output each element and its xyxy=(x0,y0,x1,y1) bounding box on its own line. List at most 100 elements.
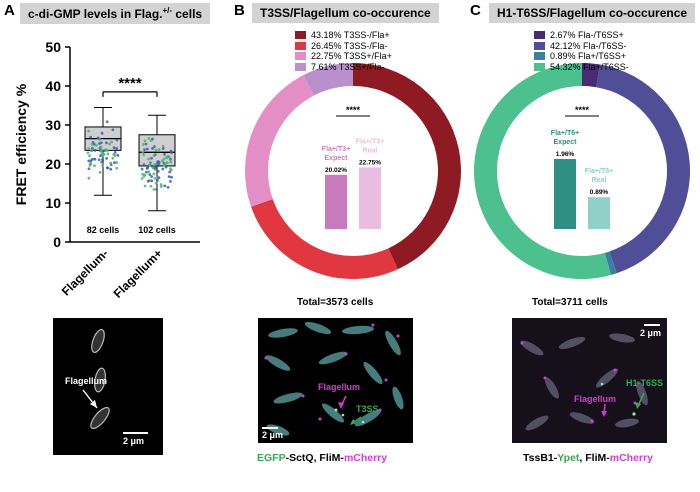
data-point xyxy=(96,136,100,140)
data-point xyxy=(143,139,147,143)
n-label: 102 cells xyxy=(138,225,176,235)
legend-item: 54.32% Fla+/T6SS- xyxy=(534,62,629,73)
inset-bar-value: 1.96% xyxy=(556,151,575,158)
data-point xyxy=(142,153,146,157)
label-t3ss: T3SS xyxy=(356,404,379,414)
data-point xyxy=(168,180,172,183)
data-point xyxy=(157,176,161,180)
data-point xyxy=(150,156,153,160)
legend-swatch xyxy=(295,31,306,40)
data-point xyxy=(94,143,98,147)
legend-item: 2.67% Fla-/T6SS+ xyxy=(534,30,629,41)
inset-bar-label: Real xyxy=(363,147,378,154)
panel-title-a: c-di-GMP levels in Flag.+/- cells xyxy=(20,3,211,24)
data-point xyxy=(99,154,102,158)
data-point xyxy=(168,170,172,174)
data-point xyxy=(163,184,167,188)
data-point xyxy=(111,156,115,160)
category-label: Flagellum+ xyxy=(111,246,165,300)
data-point xyxy=(154,181,158,185)
legend-label: 22.75% T3SS+/Fla+ xyxy=(311,51,392,61)
legend-label: 42.12% Fla-/T6SS- xyxy=(550,40,627,51)
data-point xyxy=(115,138,119,142)
data-point xyxy=(147,170,151,174)
data-point xyxy=(169,160,173,164)
data-point xyxy=(87,147,91,150)
inset-bar-label: Expect xyxy=(325,155,349,162)
data-point xyxy=(109,161,113,165)
legend-t6ss: 2.67% Fla-/T6SS+ 42.12% Fla-/T6SS- 0.89% F… xyxy=(534,30,629,72)
legend-swatch xyxy=(295,41,306,50)
data-point xyxy=(101,159,105,163)
data-point xyxy=(113,161,116,165)
data-point xyxy=(155,178,159,182)
panel-letter-a: A xyxy=(4,2,15,19)
data-point xyxy=(164,162,168,165)
legend-swatch xyxy=(534,41,545,50)
data-point xyxy=(148,163,151,167)
data-point xyxy=(150,175,153,178)
data-point xyxy=(115,166,119,170)
data-point xyxy=(93,148,97,152)
donut-slice xyxy=(582,63,601,88)
legend-item: 43.18% T3SS-/Fla+ xyxy=(295,30,392,41)
caption-segment: Ypet xyxy=(557,452,580,464)
significance-label: **** xyxy=(346,105,361,115)
panel-title-c: H1-T6SS/Flagellum co-occurence xyxy=(489,3,696,23)
legend-label: 26.45% T3SS-/Fla- xyxy=(311,40,388,51)
data-point xyxy=(149,184,153,188)
data-point xyxy=(159,185,163,188)
data-point xyxy=(105,157,108,160)
donut-slice xyxy=(303,63,353,96)
data-point xyxy=(111,128,115,132)
data-point xyxy=(162,157,166,161)
inset-bar-label: Fla+/T3+ xyxy=(322,146,350,153)
data-point xyxy=(93,164,96,168)
caption-segment: EGFP xyxy=(257,452,286,464)
data-point xyxy=(161,144,165,148)
inset-bar-label: Real xyxy=(592,177,607,184)
caption-b: EGFP-SctQ, FliM-mCherry xyxy=(257,452,387,464)
legend-swatch xyxy=(295,62,306,71)
legend-label: 43.18% T3SS-/Fla+ xyxy=(311,30,390,40)
category-label: Flagellum- xyxy=(59,246,111,298)
caption-segment: -SctQ, FliM- xyxy=(285,452,344,464)
donut-chart-t6ss: 1.96% Fla+/T6+ Expect 0.89% Fla+/T6+ Real **** xyxy=(474,63,690,279)
data-point xyxy=(147,137,151,140)
data-point xyxy=(144,142,148,146)
data-point xyxy=(113,154,117,157)
data-point xyxy=(86,151,90,155)
data-point xyxy=(101,164,104,168)
legend-label: 7.61% T3SS+/Fla- xyxy=(311,61,385,72)
data-point xyxy=(109,167,113,171)
legend-label: 0.89% Fla+/T6SS+ xyxy=(550,51,627,61)
y-tick-label: 0 xyxy=(53,234,61,250)
data-point xyxy=(113,150,117,154)
data-point xyxy=(99,145,103,149)
label-flagellum-a: Flagellum xyxy=(65,376,108,386)
data-point xyxy=(143,148,146,152)
data-point xyxy=(169,168,173,172)
data-point xyxy=(108,142,111,146)
data-point xyxy=(154,162,158,166)
data-point xyxy=(153,176,157,180)
panel-letter-b: B xyxy=(234,2,245,19)
data-point xyxy=(145,147,149,151)
data-point xyxy=(141,172,144,176)
data-point xyxy=(161,167,165,171)
significance-label: **** xyxy=(575,105,590,115)
data-point xyxy=(152,154,156,157)
data-point xyxy=(153,145,156,148)
caption-c: TssB1-Ypet, FliM-mCherry xyxy=(523,452,653,464)
y-axis-label: FRET efficiency % xyxy=(13,83,29,205)
data-point xyxy=(161,159,164,163)
inset-bar-value: 0.89% xyxy=(590,189,609,196)
data-point xyxy=(89,135,92,139)
micrograph-c: 2 μm Flagellum H1-T6SS xyxy=(512,318,667,443)
data-point xyxy=(142,174,146,178)
data-point xyxy=(88,154,91,158)
data-point xyxy=(166,185,170,189)
y-tick-label: 40 xyxy=(45,78,61,94)
inset-bar xyxy=(588,197,610,229)
data-point xyxy=(105,141,108,145)
